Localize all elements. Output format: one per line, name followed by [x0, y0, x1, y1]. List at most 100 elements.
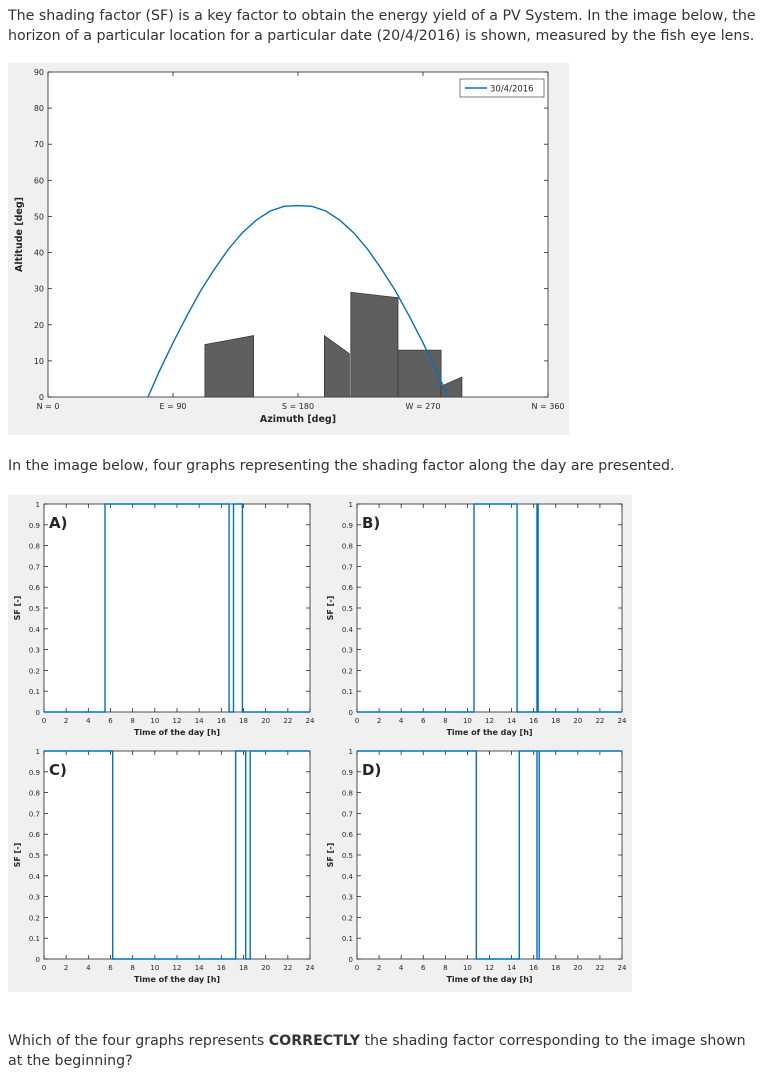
x-axis-label: Azimuth [deg] — [260, 414, 336, 425]
sf-line — [44, 503, 310, 713]
y-tick-label: 0.6 — [342, 831, 354, 839]
y-tick-label: 0 — [36, 956, 40, 964]
x-tick-label: 4 — [86, 964, 91, 972]
y-tick-label: 0.9 — [342, 522, 353, 530]
x-tick-label: 14 — [507, 717, 516, 725]
y-tick-label: 0.5 — [29, 605, 40, 613]
x-tick-label: 24 — [306, 717, 315, 725]
x-tick-label: 0 — [355, 964, 359, 972]
y-tick-label: 0.4 — [342, 626, 354, 634]
y-tick-label: 10 — [34, 357, 44, 366]
x-tick-label: 4 — [399, 717, 404, 725]
x-tick-label: 2 — [64, 964, 68, 972]
x-tick-label: 16 — [217, 717, 226, 725]
y-axis-label: SF [-] — [13, 596, 22, 621]
y-tick-label: 0.2 — [342, 667, 353, 675]
y-tick-label: 90 — [34, 68, 44, 77]
y-tick-label: 30 — [34, 285, 44, 294]
intro-text: The shading factor (SF) is a key factor … — [8, 8, 756, 44]
y-tick-label: 0.8 — [342, 543, 353, 551]
x-tick-label: 16 — [529, 964, 538, 972]
x-tick-label: 14 — [507, 964, 516, 972]
x-tick-label: 20 — [573, 717, 582, 725]
y-tick-label: 0.8 — [342, 790, 353, 798]
y-tick-label: 0 — [39, 393, 44, 402]
x-tick-label: S = 180 — [282, 402, 314, 411]
y-tick-label: 0.4 — [342, 873, 354, 881]
sf-figure: 0 0.1 0.2 0.3 0.4 0.5 0.6 0.7 0.8 0.9 1 0 2 4 6 8 10 12 14… — [8, 495, 632, 992]
y-tick-label: 1 — [36, 748, 40, 756]
y-tick-label: 0.9 — [342, 769, 353, 777]
y-tick-label: 0.3 — [29, 894, 40, 902]
y-tick-label: 0.3 — [342, 894, 353, 902]
y-tick-label: 1 — [349, 501, 353, 509]
horizon-obstacle — [204, 335, 255, 398]
x-tick-label: 10 — [150, 964, 159, 972]
y-tick-label: 80 — [34, 104, 44, 113]
x-tick-label: 20 — [261, 717, 270, 725]
y-tick-label: 70 — [34, 140, 44, 149]
y-tick-label: 0.7 — [342, 563, 353, 571]
y-tick-label: 0 — [36, 709, 40, 717]
x-tick-label: W = 270 — [406, 402, 441, 411]
x-tick-label: 6 — [421, 964, 426, 972]
x-tick-label: 16 — [217, 964, 226, 972]
y-tick-label: 0.7 — [29, 810, 40, 818]
question-text: Which of the four graphs represents CORR… — [8, 1031, 758, 1071]
y-tick-label: 0.8 — [29, 790, 40, 798]
y-tick-label: 20 — [34, 321, 44, 330]
x-tick-label: 10 — [463, 964, 472, 972]
panel-label: C) — [49, 761, 67, 779]
x-tick-label: 2 — [377, 717, 381, 725]
y-tick-label: 0.1 — [342, 935, 353, 943]
panel-label: A) — [49, 514, 67, 532]
x-tick-label: 22 — [595, 964, 604, 972]
plot-area — [356, 750, 623, 960]
middle-text: In the image below, four graphs represen… — [8, 458, 675, 474]
y-tick-label: 0.3 — [29, 647, 40, 655]
horizon-chart: 0 10 20 30 40 50 60 70 80 90 N = 0 E = 90 S = 180 W =… — [14, 68, 565, 425]
question-bold: CORRECTLY — [268, 1033, 360, 1049]
y-tick-label: 0.4 — [29, 626, 41, 634]
x-tick-label: 10 — [150, 717, 159, 725]
y-tick-label: 0.7 — [342, 810, 353, 818]
x-tick-label: 22 — [595, 717, 604, 725]
sf-line — [44, 750, 310, 960]
x-tick-label: 24 — [618, 717, 627, 725]
x-tick-label: 8 — [443, 717, 447, 725]
x-tick-label: 24 — [618, 964, 627, 972]
x-tick-label: 4 — [86, 717, 91, 725]
y-tick-label: 1 — [349, 748, 353, 756]
x-tick-label: 12 — [485, 717, 494, 725]
x-tick-label: 18 — [551, 717, 560, 725]
horizon-figure: 0 10 20 30 40 50 60 70 80 90 N = 0 E = 90 S = 180 W =… — [8, 63, 569, 435]
y-tick-label: 0.1 — [342, 688, 353, 696]
x-tick-label: 8 — [443, 964, 447, 972]
x-tick-label: 22 — [283, 964, 292, 972]
x-tick-label: 6 — [421, 717, 426, 725]
x-tick-label: 16 — [529, 717, 538, 725]
x-tick-label: 18 — [239, 964, 248, 972]
sf-line — [357, 750, 622, 960]
x-tick-label: 20 — [573, 964, 582, 972]
x-tick-label: 22 — [283, 717, 292, 725]
x-tick-label: 8 — [130, 717, 134, 725]
y-axis-label: SF [-] — [326, 843, 335, 868]
y-tick-label: 0.2 — [29, 914, 40, 922]
y-tick-label: 40 — [34, 249, 44, 258]
x-tick-label: 14 — [195, 717, 204, 725]
y-tick-label: 0 — [349, 709, 353, 717]
x-axis-label: Time of the day [h] — [134, 728, 220, 737]
y-tick-label: 0.1 — [29, 688, 40, 696]
x-axis-label: Time of the day [h] — [446, 728, 532, 737]
x-tick-label: 14 — [195, 964, 204, 972]
plot-area — [43, 750, 311, 960]
x-tick-label: 24 — [306, 964, 315, 972]
x-tick-label: 18 — [239, 717, 248, 725]
x-tick-label: 12 — [173, 717, 182, 725]
x-tick-label: 4 — [399, 964, 404, 972]
y-tick-label: 0.6 — [342, 584, 354, 592]
panel-label: B) — [362, 514, 380, 532]
plot-area — [356, 503, 623, 713]
horizon-obstacle — [397, 349, 442, 398]
